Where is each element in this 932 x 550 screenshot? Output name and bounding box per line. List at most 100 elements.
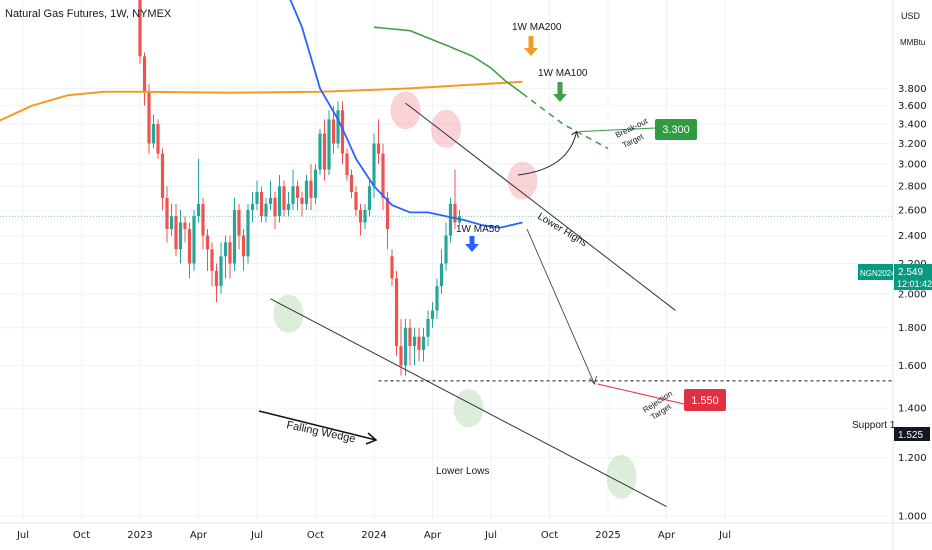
- candle-body: [228, 242, 232, 264]
- time-tick-label: Oct: [307, 530, 324, 541]
- candle-body: [219, 256, 223, 287]
- breakout-arrow-curve: [517, 131, 577, 176]
- candle-body: [345, 153, 349, 175]
- rejection-connector: [597, 383, 685, 405]
- candle-body: [435, 286, 439, 311]
- candle-body: [255, 192, 259, 204]
- candle-body: [390, 256, 394, 279]
- candle-body: [327, 119, 331, 170]
- candles-layer: [138, 0, 462, 376]
- rejection-arrow-line: [526, 228, 595, 385]
- currency-label: USD: [901, 11, 921, 21]
- rejection-target-box: [684, 389, 726, 411]
- candle-body: [367, 186, 372, 210]
- falling-wedge-arrowhead: [365, 432, 378, 445]
- candle-body: [448, 203, 453, 236]
- unit-label: MMBtu: [900, 38, 925, 47]
- candle-body: [196, 203, 201, 217]
- time-tick-label: Apr: [424, 530, 442, 541]
- candle-body: [291, 186, 295, 204]
- ma50-label: 1W MA50: [456, 224, 500, 235]
- pivot-zone: [431, 109, 461, 148]
- candle-body: [453, 203, 457, 223]
- chart-title: Natural Gas Futures, 1W, NYMEX: [5, 8, 172, 20]
- price-tick-label: 3.600: [898, 101, 927, 112]
- candle-body: [421, 336, 426, 350]
- candle-body: [142, 56, 147, 93]
- falling-wedge-line: [270, 298, 667, 507]
- time-tick-label: Oct: [73, 530, 90, 541]
- ma100-line: [373, 26, 523, 95]
- candle-body: [138, 0, 142, 57]
- price-tick-label: 2.000: [898, 290, 927, 301]
- candle-body: [237, 209, 241, 236]
- price-tick-label: 3.000: [898, 160, 927, 171]
- time-tick-label: 2023: [127, 530, 152, 541]
- candle-body: [439, 263, 444, 287]
- candle-body: [394, 278, 399, 347]
- candle-body: [210, 249, 214, 271]
- candle-body: [187, 229, 192, 264]
- candle-body: [385, 197, 390, 230]
- candle-body: [151, 124, 156, 144]
- candle-body: [160, 153, 165, 198]
- price-tick-label: 2.800: [898, 182, 927, 193]
- pivot-zone: [606, 454, 637, 499]
- candle-body: [273, 197, 277, 217]
- last-price-tag: [894, 264, 932, 290]
- candle-body: [412, 336, 417, 347]
- breakout-arrow-head: [571, 130, 579, 138]
- candle-body: [232, 209, 237, 264]
- candle-body: [313, 169, 318, 198]
- pivot-zone: [390, 91, 421, 130]
- candle-body: [430, 310, 435, 319]
- rejection-arrow-head: [589, 375, 597, 385]
- price-tick-label: 1.200: [898, 453, 927, 464]
- lower-highs-line: [405, 102, 676, 311]
- candle-body: [205, 235, 210, 250]
- ma50-arrow-head: [465, 244, 479, 252]
- candle-body: [381, 153, 385, 198]
- candle-body: [417, 336, 421, 350]
- countdown-value: 12:01:42: [897, 279, 932, 289]
- candle-body: [282, 186, 286, 210]
- candle-body: [340, 110, 345, 154]
- support-price-value: 1.525: [898, 430, 923, 441]
- candle-body: [277, 186, 282, 217]
- price-tick-label: 3.200: [898, 139, 927, 150]
- price-tick-label: 3.800: [898, 84, 927, 95]
- candle-body: [336, 110, 340, 144]
- price-tick-label: 2.400: [898, 231, 927, 242]
- price-axis[interactable]: 1.0001.2001.4001.6001.8002.0002.2002.400…: [898, 84, 927, 523]
- support-label: Support 1: [852, 420, 896, 431]
- candle-body: [309, 180, 313, 198]
- ma200-arrow-head: [524, 48, 538, 56]
- candle-body: [295, 186, 300, 198]
- candle-body: [165, 197, 169, 230]
- ma100-arrow-head: [553, 94, 567, 102]
- time-tick-label: 2025: [595, 530, 620, 541]
- ma100-projection: [522, 92, 609, 150]
- lower-lows-label: Lower Lows: [436, 466, 489, 477]
- candle-body: [399, 346, 403, 366]
- breakout-connector: [579, 127, 656, 133]
- candle-body: [286, 203, 291, 210]
- grid-layer: [0, 0, 893, 523]
- time-tick-label: Jul: [250, 530, 263, 541]
- last-price-value: 2.549: [898, 267, 923, 278]
- ma50-arrow-shaft: [469, 236, 475, 245]
- candle-body: [376, 143, 381, 154]
- time-tick-label: Jul: [484, 530, 497, 541]
- candle-body: [408, 327, 412, 347]
- candle-body: [178, 222, 183, 250]
- ma100-label: 1W MA100: [538, 68, 588, 79]
- price-tick-label: 1.400: [898, 404, 927, 415]
- ma200-label: 1W MA200: [512, 22, 562, 33]
- breakout-target-box: [655, 119, 697, 140]
- candle-body: [156, 124, 160, 154]
- time-tick-label: Apr: [190, 530, 208, 541]
- time-axis[interactable]: Jul Oct 2023 Apr Jul Oct 2024 Apr Jul Oct 2025 Apr J…: [16, 530, 731, 541]
- candle-body: [322, 133, 327, 170]
- candle-body: [147, 92, 151, 144]
